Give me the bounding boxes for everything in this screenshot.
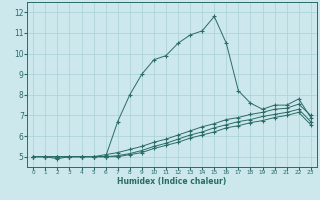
X-axis label: Humidex (Indice chaleur): Humidex (Indice chaleur) — [117, 177, 227, 186]
